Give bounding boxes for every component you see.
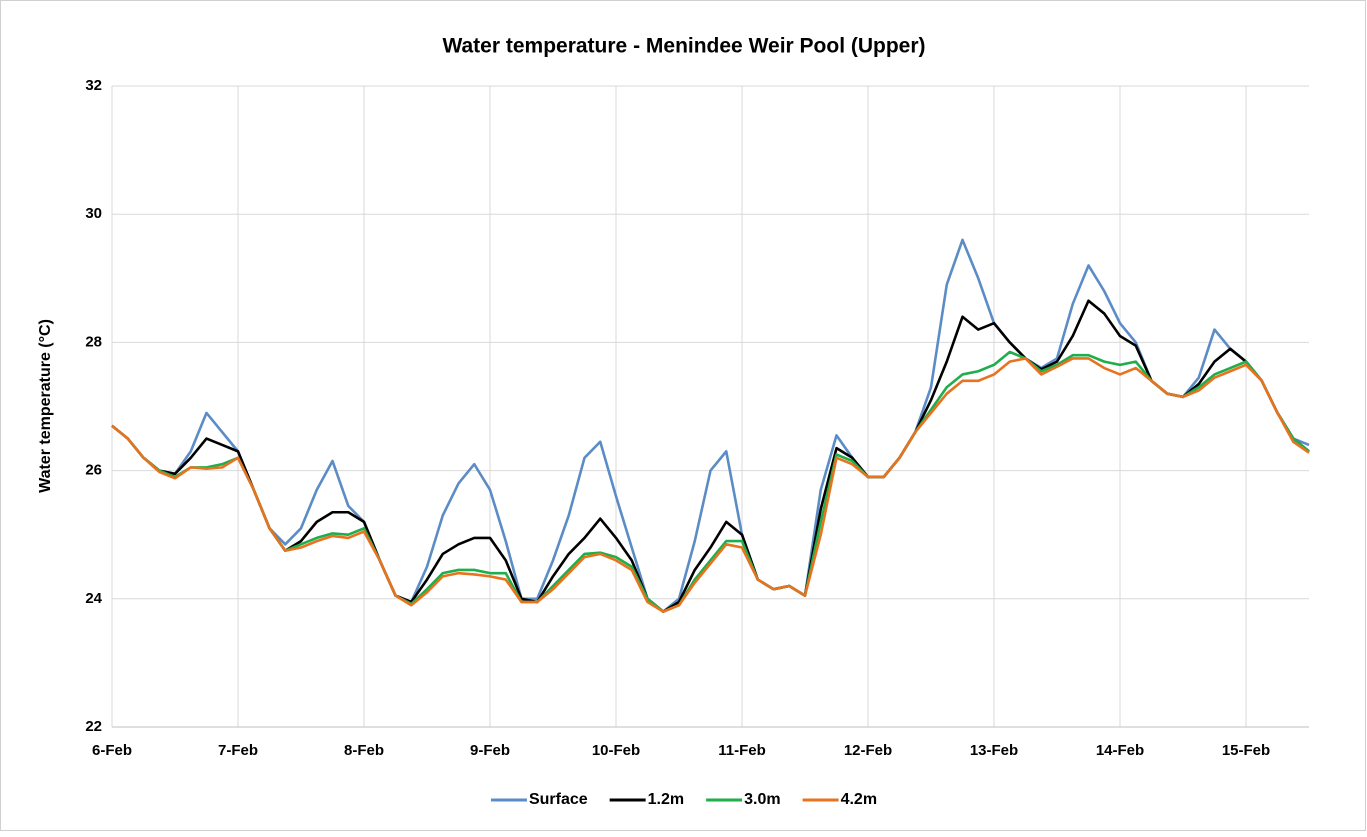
legend-label: 3.0m (744, 791, 780, 808)
x-tick-label: 15-Feb (1222, 742, 1270, 759)
series-line (111, 238, 1310, 613)
y-tick-label: 28 (85, 333, 102, 350)
series-line (111, 357, 1310, 613)
legend-label: Surface (529, 791, 588, 808)
series-line (111, 350, 1310, 613)
y-tick-label: 22 (85, 718, 102, 735)
x-tick-label: 11-Feb (718, 742, 766, 759)
legend-label: 1.2m (648, 791, 684, 808)
x-tick-label: 12-Feb (844, 742, 892, 759)
x-tick-label: 13-Feb (970, 742, 1018, 759)
x-tick-label: 6-Feb (92, 742, 132, 759)
y-axis-label: Water temperature (°C) (37, 319, 54, 493)
y-tick-label: 26 (85, 462, 102, 479)
x-tick-label: 10-Feb (592, 742, 640, 759)
series-line (111, 299, 1310, 613)
x-tick-label: 9-Feb (470, 742, 510, 759)
y-tick-label: 30 (85, 205, 102, 222)
legend-label: 4.2m (841, 791, 877, 808)
y-tick-label: 32 (85, 77, 102, 94)
x-tick-label: 14-Feb (1096, 742, 1144, 759)
chart-title: Water temperature - Menindee Weir Pool (… (442, 35, 925, 58)
x-tick-label: 8-Feb (344, 742, 384, 759)
x-tick-label: 7-Feb (218, 742, 258, 759)
legend: Surface 1.2m 3.0m 4.2m (490, 791, 877, 808)
y-tick-label: 24 (85, 590, 102, 607)
